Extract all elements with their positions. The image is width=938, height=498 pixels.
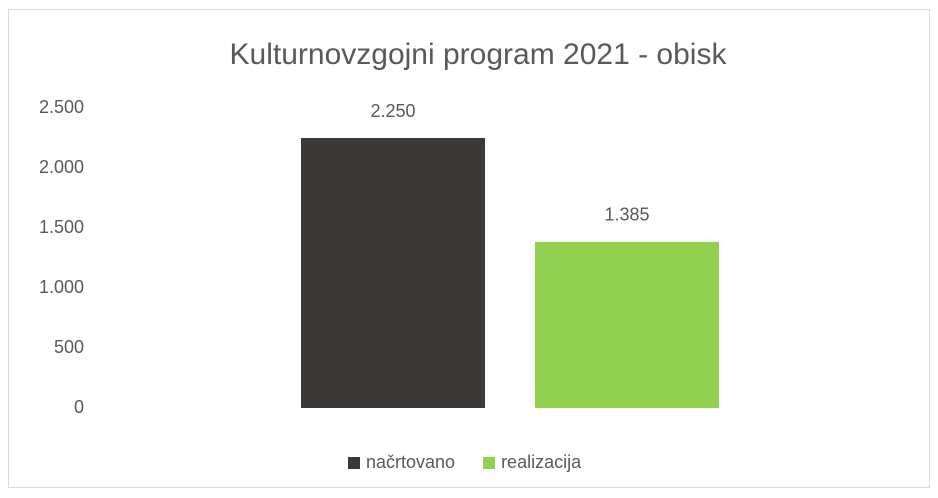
y-tick-label: 2.000 [39, 157, 84, 177]
bar [535, 241, 719, 408]
y-tick-label: 1.000 [39, 277, 84, 297]
y-tick-label: 0 [74, 397, 84, 417]
data-label: 1.385 [604, 205, 649, 225]
bar [301, 138, 485, 408]
legend-label: načrtovano [366, 452, 455, 472]
legend-swatch [348, 457, 360, 469]
data-label: 2.250 [370, 101, 415, 121]
chart-title: Kulturnovzgojni program 2021 - obisk [230, 38, 728, 71]
legend-label: realizacija [501, 452, 582, 472]
y-tick-label: 1.500 [39, 217, 84, 237]
legend-swatch [483, 457, 496, 469]
y-tick-label: 500 [54, 337, 84, 357]
y-tick-label: 2.500 [39, 97, 84, 117]
